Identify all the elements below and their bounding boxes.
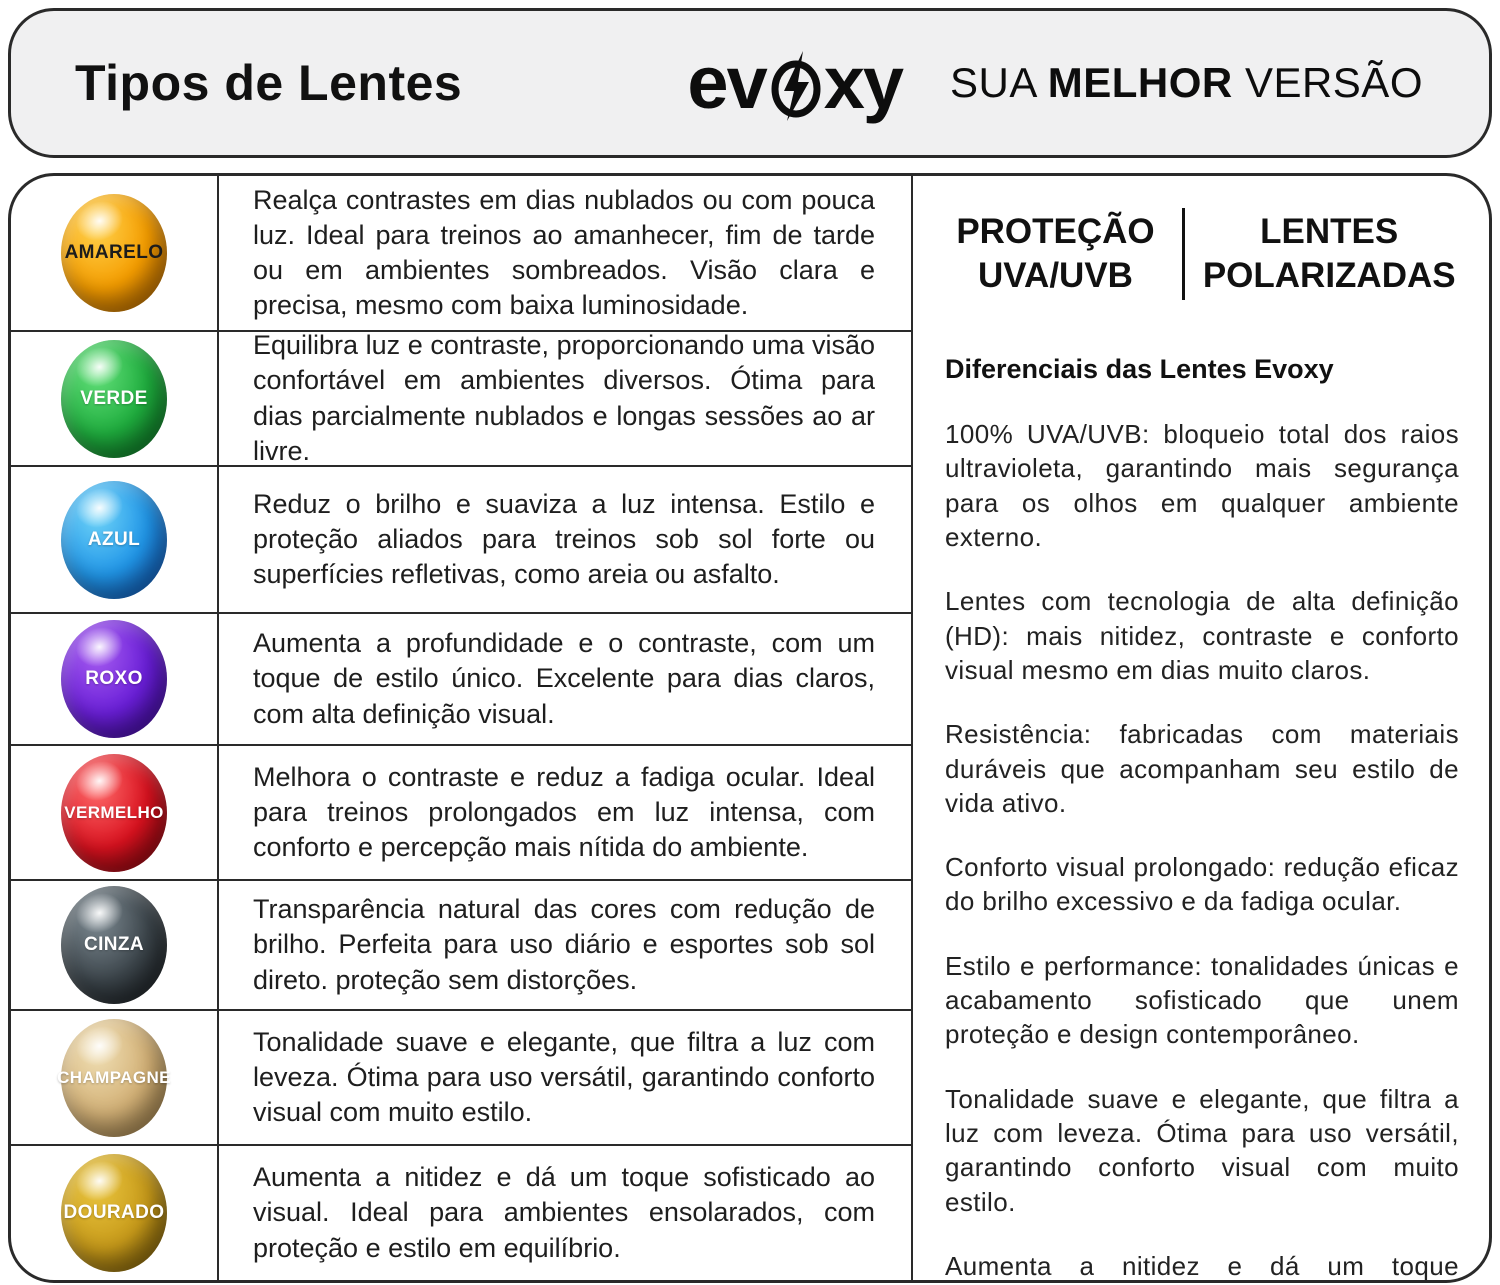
ball-cell: CINZA bbox=[11, 881, 219, 1009]
logo-text-prefix: ev bbox=[687, 41, 767, 124]
desc-cell: Transparência natural das cores com redu… bbox=[219, 881, 911, 1009]
lens-row-roxo: ROXO Aumenta a profundidade e o contrast… bbox=[11, 614, 911, 746]
lens-description: Transparência natural das cores com redu… bbox=[253, 894, 875, 995]
lens-name-label: VERMELHO bbox=[64, 802, 164, 822]
ball-cell: VERDE bbox=[11, 332, 219, 465]
desc-cell: Aumenta a nitidez e dá um toque sofistic… bbox=[219, 1146, 911, 1280]
ball-cell: VERMELHO bbox=[11, 746, 219, 879]
lens-ball-azul: AZUL bbox=[61, 480, 167, 599]
benefit-paragraph: Lentes com tecnologia de alta definição … bbox=[945, 586, 1459, 685]
lens-description: Tonalidade suave e elegante, que filtra … bbox=[253, 1026, 875, 1128]
page-title: Tipos de Lentes bbox=[75, 55, 463, 111]
desc-cell: Tonalidade suave e elegante, que filtra … bbox=[219, 1011, 911, 1144]
lens-row-azul: AZUL Reduz o brilho e suaviza a luz inte… bbox=[11, 467, 911, 614]
benefit-paragraph: Estilo e performance: tonalidades únicas… bbox=[945, 950, 1459, 1050]
lens-row-verde: VERDE Equilibra luz e contraste, proporc… bbox=[11, 330, 911, 467]
brand-tagline: SUA MELHOR VERSÃO bbox=[950, 59, 1423, 107]
benefit-paragraph: Resistência: fabricadas com materiais du… bbox=[945, 719, 1459, 818]
lens-description: Melhora o contraste e reduz a fadiga ocu… bbox=[253, 761, 875, 863]
lens-ball-dourado: DOURADO bbox=[61, 1154, 167, 1272]
lightning-o-icon bbox=[771, 51, 821, 121]
tagline-post: VERSÃO bbox=[1244, 59, 1423, 106]
ball-cell: ROXO bbox=[11, 614, 219, 744]
top-header-bar: Tipos de Lentes ev xy SUA MELHOR VERSÃO bbox=[8, 8, 1492, 158]
right-panel-body: Diferenciais das Lentes Evoxy 100% UVA/U… bbox=[913, 332, 1489, 1281]
lens-name-label: CINZA bbox=[83, 934, 145, 955]
lens-ball-roxo: ROXO bbox=[61, 620, 167, 738]
lens-ball-verde: VERDE bbox=[61, 339, 167, 458]
ball-cell: DOURADO bbox=[11, 1146, 219, 1280]
lens-table: AMARELO Realça contrastes em dias nublad… bbox=[11, 176, 911, 1280]
lens-description: Realça contrastes em dias nublados ou co… bbox=[253, 184, 875, 321]
right-panel: PROTEÇÃO UVA/UVB LENTES POLARIZADAS Dife… bbox=[911, 176, 1489, 1280]
benefit-paragraph: 100% UVA/UVB: bloqueio total dos raios u… bbox=[945, 419, 1459, 552]
lens-row-cinza: CINZA Transparência natural das cores co… bbox=[11, 881, 911, 1011]
lens-ball-cinza: CINZA bbox=[61, 886, 167, 1004]
right-panel-header: PROTEÇÃO UVA/UVB LENTES POLARIZADAS bbox=[913, 176, 1489, 332]
benefit-paragraph: Aumenta a nitidez e dá um toque sofistic… bbox=[945, 1250, 1459, 1281]
ball-cell: CHAMPAGNE bbox=[11, 1011, 219, 1144]
evoxy-logo: ev xy bbox=[687, 41, 904, 124]
vertical-divider bbox=[1182, 208, 1186, 300]
desc-cell: Reduz o brilho e suaviza a luz intensa. … bbox=[219, 467, 911, 612]
lens-name-label: VERDE bbox=[80, 387, 148, 409]
benefit-paragraph: Conforto visual prolongado: redução efic… bbox=[945, 852, 1459, 917]
differentials-heading: Diferenciais das Lentes Evoxy bbox=[945, 354, 1334, 384]
lens-row-amarelo: AMARELO Realça contrastes em dias nublad… bbox=[11, 176, 911, 332]
lens-name-label: DOURADO bbox=[63, 1202, 165, 1223]
lens-name-label: AMARELO bbox=[64, 242, 164, 263]
lens-row-vermelho: VERMELHO Melhora o contraste e reduz a f… bbox=[11, 746, 911, 881]
desc-cell: Realça contrastes em dias nublados ou co… bbox=[219, 176, 911, 330]
desc-cell: Equilibra luz e contraste, proporcionand… bbox=[219, 330, 911, 465]
lens-name-label: CHAMPAGNE bbox=[57, 1067, 171, 1087]
lens-description: Reduz o brilho e suaviza a luz intensa. … bbox=[253, 488, 875, 590]
lens-description: Aumenta a nitidez e dá um toque sofistic… bbox=[253, 1162, 875, 1263]
lens-ball-champagne: CHAMPAGNE bbox=[57, 1018, 171, 1137]
ball-cell: AMARELO bbox=[11, 176, 219, 330]
tagline-pre: SUA bbox=[950, 59, 1036, 106]
lens-description: Equilibra luz e contraste, proporcionand… bbox=[253, 330, 875, 466]
lens-row-dourado: DOURADO Aumenta a nitidez e dá um toque … bbox=[11, 1146, 911, 1280]
content-panel: AMARELO Realça contrastes em dias nublad… bbox=[8, 173, 1492, 1283]
lentes-polarizadas-heading: LENTES POLARIZADAS bbox=[1202, 212, 1456, 295]
ball-cell: AZUL bbox=[11, 467, 219, 612]
lens-row-champagne: CHAMPAGNE Tonalidade suave e elegante, q… bbox=[11, 1011, 911, 1146]
lens-ball-vermelho: VERMELHO bbox=[61, 753, 167, 872]
lens-ball-amarelo: AMARELO bbox=[61, 194, 167, 312]
protecao-uva-uvb-heading: PROTEÇÃO UVA/UVB bbox=[956, 212, 1155, 295]
lens-name-label: ROXO bbox=[85, 668, 143, 689]
desc-cell: Melhora o contraste e reduz a fadiga ocu… bbox=[219, 746, 911, 879]
lens-name-label: AZUL bbox=[87, 528, 141, 550]
desc-cell: Aumenta a profundidade e o contraste, co… bbox=[219, 614, 911, 744]
logo-text-suffix: xy bbox=[823, 41, 904, 124]
tagline-bold: MELHOR bbox=[1047, 59, 1233, 106]
brand-group: ev xy SUA MELHOR VERSÃO bbox=[687, 43, 1489, 123]
benefit-paragraph: Tonalidade suave e elegante, que filtra … bbox=[945, 1083, 1459, 1217]
lens-description: Aumenta a profundidade e o contraste, co… bbox=[253, 628, 875, 729]
